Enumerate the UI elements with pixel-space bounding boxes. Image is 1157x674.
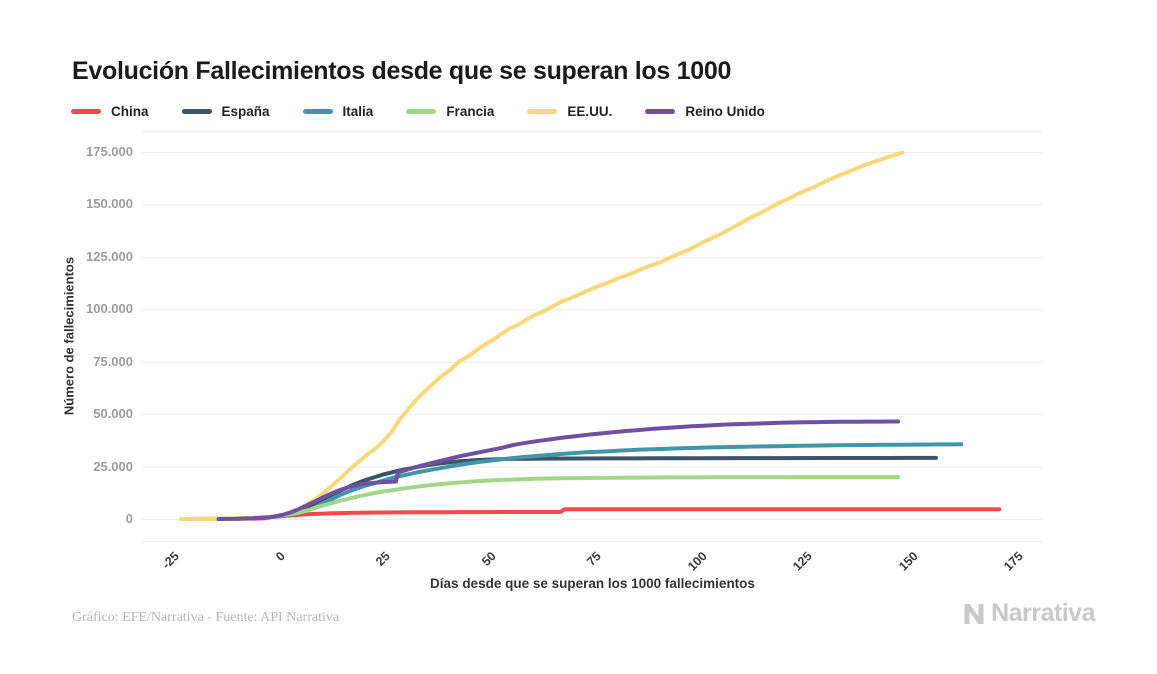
y-tick-label: 75.000 <box>93 353 133 369</box>
legend-swatch-ee-uu <box>527 109 558 114</box>
narrativa-logo-text: Narrativa <box>991 599 1095 627</box>
series-line-ee-uu <box>178 150 905 521</box>
y-tick-label: 150.000 <box>86 196 133 212</box>
series-line-reino-unido <box>216 419 901 521</box>
legend-label: España <box>221 104 270 119</box>
legend-label: Italia <box>342 104 374 119</box>
legend-item-italia[interactable]: Italia <box>302 104 374 119</box>
legend-item-espana[interactable]: España <box>181 104 270 119</box>
legend: China España Italia Francia EE.UU. Reino Unid… <box>71 104 765 119</box>
series-line-italia <box>212 442 964 521</box>
y-tick-label: 100.000 <box>86 301 133 317</box>
legend-label: Reino Unido <box>685 104 765 119</box>
y-tick-label: 50.000 <box>93 406 133 422</box>
y-tick-label: 125.000 <box>86 248 133 264</box>
legend-swatch-reino-unido <box>645 109 676 114</box>
series-line-francia <box>204 475 901 521</box>
legend-item-reino-unido[interactable]: Reino Unido <box>645 104 765 119</box>
page-title: Evolución Fallecimientos desde que se su… <box>72 56 732 85</box>
narrativa-logo-icon <box>964 603 984 624</box>
legend-item-china[interactable]: China <box>71 104 149 119</box>
narrativa-logo: Narrativa <box>962 599 1095 628</box>
legend-swatch-china <box>71 109 101 114</box>
y-axis-title: Número de fallecimientos <box>61 256 77 416</box>
y-tick-label: 25.000 <box>93 458 133 474</box>
legend-swatch-francia <box>406 109 437 114</box>
legend-label: EE.UU. <box>567 104 613 119</box>
legend-swatch-italia <box>302 109 333 114</box>
legend-item-francia[interactable]: Francia <box>406 104 494 119</box>
y-tick-label: 0 <box>125 511 133 526</box>
legend-label: Francia <box>446 104 495 119</box>
x-axis-title: Días desde que se superan los 1000 falle… <box>430 576 755 591</box>
legend-label: China <box>111 104 149 119</box>
credit-text: Gráfico: EFE/Narrativa - Fuente: API Nar… <box>72 610 340 625</box>
legend-swatch-espana <box>181 109 212 114</box>
legend-item-ee-uu[interactable]: EE.UU. <box>527 104 612 119</box>
y-tick-label: 175.000 <box>86 144 133 159</box>
